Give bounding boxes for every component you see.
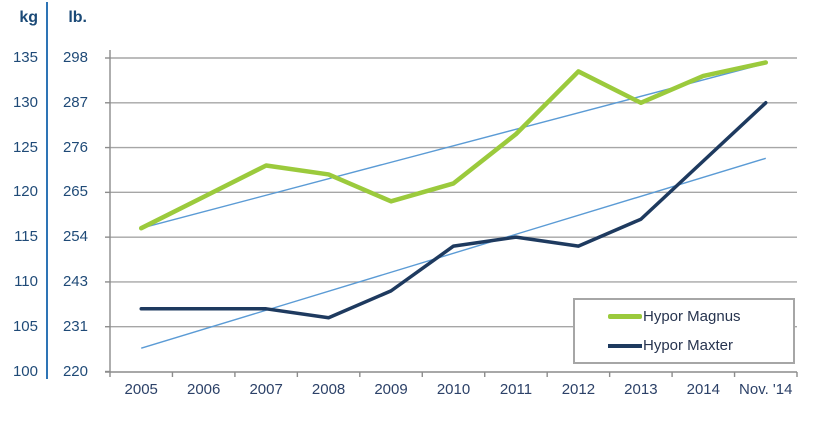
y-tick-label-kg: 100 xyxy=(12,362,38,380)
legend-item-hypor-maxter: Hypor Maxter xyxy=(575,337,793,354)
y-tick-label-lb: 287 xyxy=(62,93,88,111)
x-tick-label: 2008 xyxy=(311,381,346,398)
x-tick-label: 2006 xyxy=(186,381,221,398)
y-tick-label-kg: 135 xyxy=(12,49,38,66)
y-tick-label-kg: 105 xyxy=(12,317,38,335)
x-tick-label: 2005 xyxy=(124,381,158,398)
y-tick-label-lb: 276 xyxy=(62,138,88,156)
lb-axis-header: lb. xyxy=(68,9,87,26)
legend-item-hypor-magnus: Hypor Magnus xyxy=(575,308,793,325)
x-tick-label: 2007 xyxy=(249,381,283,398)
trendline-hypor-magnus xyxy=(141,62,766,229)
series-line-hypor-maxter xyxy=(139,101,768,320)
y-tick-label-kg: 130 xyxy=(12,93,38,111)
x-tick-label: 2009 xyxy=(374,381,408,398)
x-tick-label: 2013 xyxy=(624,381,658,398)
axis-units-separator-line xyxy=(46,2,48,379)
y-tick-label-lb: 243 xyxy=(62,272,88,290)
y-tick-label-lb: 220 xyxy=(62,362,88,380)
trendline-hypor-maxter xyxy=(141,157,766,349)
y-tick-label-kg: 125 xyxy=(12,138,38,156)
chart-legend: Hypor Magnus Hypor Maxter xyxy=(573,298,795,364)
y-tick-label-lb: 265 xyxy=(62,183,88,201)
x-tick-label: 2010 xyxy=(436,381,471,398)
legend-label-maxter: Hypor Maxter xyxy=(643,337,734,354)
series-line-hypor-magnus xyxy=(138,60,769,231)
y-tick-label-kg: 120 xyxy=(12,183,38,201)
x-tick-label: 2012 xyxy=(561,381,596,398)
y-tick-label-kg: 110 xyxy=(14,272,38,290)
x-tick-label: 2011 xyxy=(499,381,533,398)
legend-swatch-magnus xyxy=(608,314,642,319)
x-tick-label: Nov. '14 xyxy=(739,381,793,398)
y-tick-label-lb: 298 xyxy=(62,49,88,66)
legend-swatch-maxter xyxy=(608,343,642,348)
kg-axis-header: kg xyxy=(19,9,38,26)
x-tick-label: 2014 xyxy=(686,381,720,398)
y-tick-label-kg: 115 xyxy=(14,228,38,246)
legend-label-magnus: Hypor Magnus xyxy=(643,308,741,325)
y-tick-label-lb: 254 xyxy=(62,228,88,246)
y-tick-label-lb: 231 xyxy=(62,317,88,335)
